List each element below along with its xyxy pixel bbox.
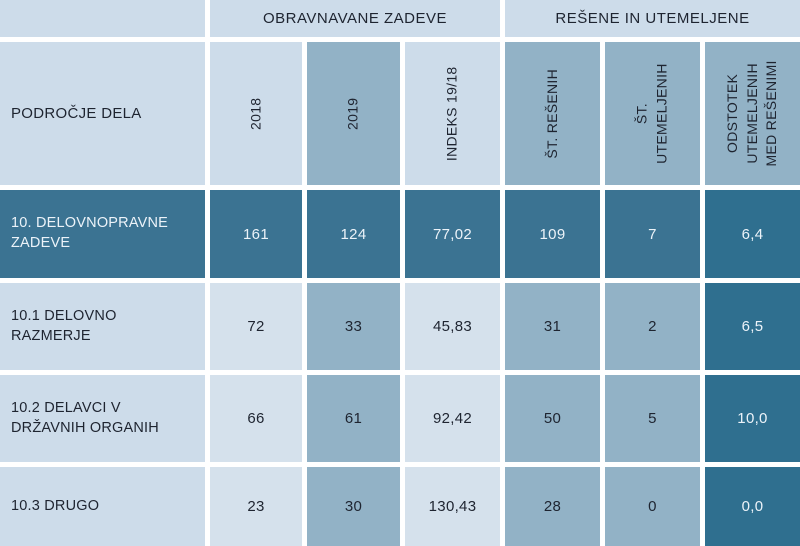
value-cell-odstotek: 6,4 <box>705 190 800 278</box>
value-cell-indeks: 45,83 <box>405 283 500 370</box>
value-cell-st-utemeljenih: 5 <box>605 375 700 462</box>
value-cell-indeks: 130,43 <box>405 467 500 546</box>
row-label: 10.2 DELAVCI V DRŽAVNIH ORGANIH <box>0 375 205 462</box>
row-label: 10.1 DELOVNO RAZMERJE <box>0 283 205 370</box>
column-header-podrocje-dela: PODROČJE DELA <box>0 42 205 185</box>
value-cell-2018: 66 <box>210 375 302 462</box>
value-cell-2018: 23 <box>210 467 302 546</box>
column-header-st-utemeljenih: ŠT. UTEMELJENIH <box>605 42 700 185</box>
column-header-indeks-19-18: INDEKS 19/18 <box>405 42 500 185</box>
value-cell-odstotek: 10,0 <box>705 375 800 462</box>
column-header-st-utemeljenih-label: ŠT. UTEMELJENIH <box>633 63 670 164</box>
value-cell-odstotek: 6,5 <box>705 283 800 370</box>
column-header-indeks-label: INDEKS 19/18 <box>443 66 460 161</box>
value-cell-st-resenih: 31 <box>505 283 600 370</box>
column-header-st-resenih-label: ŠT. REŠENIH <box>543 68 560 159</box>
value-cell-st-resenih: 109 <box>505 190 600 278</box>
row-label: 10. DELOVNOPRAVNE ZADEVE <box>0 190 205 278</box>
column-header-2019-label: 2019 <box>344 97 361 130</box>
column-header-2018: 2018 <box>210 42 302 185</box>
corner-spacer-cell <box>0 0 205 37</box>
value-cell-indeks: 92,42 <box>405 375 500 462</box>
value-cell-st-utemeljenih: 2 <box>605 283 700 370</box>
column-header-2019: 2019 <box>307 42 400 185</box>
value-cell-2018: 161 <box>210 190 302 278</box>
value-cell-indeks: 77,02 <box>405 190 500 278</box>
row-label: 10.3 DRUGO <box>0 467 205 546</box>
value-cell-st-resenih: 28 <box>505 467 600 546</box>
value-cell-2018: 72 <box>210 283 302 370</box>
column-header-odstotek-utemeljenih: ODSTOTEK UTEMELJENIH MED REŠENIMI <box>705 42 800 185</box>
value-cell-st-resenih: 50 <box>505 375 600 462</box>
value-cell-st-utemeljenih: 7 <box>605 190 700 278</box>
column-header-odstotek-label: ODSTOTEK UTEMELJENIH MED REŠENIMI <box>724 60 780 167</box>
value-cell-2019: 61 <box>307 375 400 462</box>
value-cell-2019: 30 <box>307 467 400 546</box>
column-header-2018-label: 2018 <box>247 97 264 130</box>
group-header-resene-in-utemeljene: REŠENE IN UTEMELJENE <box>505 0 800 37</box>
value-cell-2019: 124 <box>307 190 400 278</box>
group-header-obravnavane-zadeve: OBRAVNAVANE ZADEVE <box>210 0 500 37</box>
value-cell-odstotek: 0,0 <box>705 467 800 546</box>
value-cell-2019: 33 <box>307 283 400 370</box>
value-cell-st-utemeljenih: 0 <box>605 467 700 546</box>
column-header-st-resenih: ŠT. REŠENIH <box>505 42 600 185</box>
